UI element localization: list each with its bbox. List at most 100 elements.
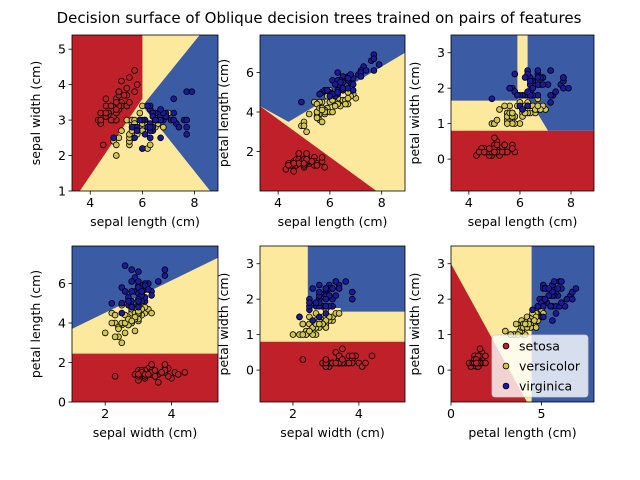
data-point-virginica [322, 302, 330, 310]
legend-label-virginica: virginica [519, 379, 572, 394]
data-point-virginica [138, 288, 146, 295]
data-point-setosa [508, 145, 516, 152]
data-point-setosa [476, 345, 484, 353]
data-point-setosa [97, 116, 104, 124]
data-point-setosa [148, 361, 155, 368]
data-point-virginica [315, 288, 323, 296]
data-point-versicolor [496, 106, 503, 113]
data-point-setosa [318, 154, 326, 161]
y-tick-label: 2 [246, 292, 254, 307]
decision-region-versicolor [517, 35, 523, 101]
data-point-virginica [148, 292, 155, 299]
data-point-virginica [568, 295, 576, 303]
data-point-versicolor [318, 118, 326, 126]
data-point-virginica [315, 281, 323, 289]
data-point-virginica [322, 285, 330, 292]
y-tick-label: 2 [246, 144, 254, 159]
subplot-3: 4 6 8 0 1 2 3 sepal length (cm) petal width (cm) [407, 34, 595, 229]
subplot-1: 4 6 8 1 2 3 4 5 sepal length (cm) sepal width (cm… [28, 34, 219, 229]
data-point-virginica [534, 67, 542, 74]
data-point-setosa [115, 88, 123, 95]
data-point-versicolor [331, 102, 339, 110]
data-point-virginica [161, 272, 169, 279]
data-point-versicolor [329, 108, 336, 116]
data-point-virginica [139, 145, 146, 152]
data-point-setosa [303, 150, 310, 157]
data-point-virginica [335, 285, 343, 292]
y-tick-label: 2 [58, 148, 66, 163]
data-point-virginica [560, 74, 567, 81]
data-point-setosa [158, 369, 165, 376]
data-point-setosa [368, 352, 376, 360]
data-point-virginica [349, 81, 357, 88]
data-point-versicolor [113, 141, 120, 149]
data-point-versicolor [101, 329, 109, 337]
data-point-virginica [375, 61, 383, 68]
data-point-versicolor [508, 109, 516, 117]
data-point-versicolor [534, 102, 542, 110]
y-tick-label: 1 [437, 116, 445, 131]
data-point-setosa [472, 359, 480, 367]
y-tick-label: 2 [58, 355, 66, 370]
data-point-virginica [136, 116, 144, 124]
x-axis-label: sepal length (cm) [90, 214, 200, 229]
data-point-virginica [558, 278, 565, 285]
data-point-setosa [174, 371, 182, 378]
data-point-virginica [322, 310, 330, 317]
data-point-setosa [480, 148, 488, 156]
decision-region-virginica [451, 35, 523, 101]
x-axis-label: sepal length (cm) [278, 214, 388, 229]
data-point-versicolor [335, 310, 343, 317]
data-point-setosa [155, 378, 162, 386]
data-point-virginica [552, 88, 559, 95]
data-point-versicolor [344, 94, 352, 102]
data-point-virginica [547, 99, 554, 106]
data-point-setosa [145, 371, 152, 378]
y-tick-label: 3 [246, 256, 254, 271]
data-point-virginica [539, 302, 547, 310]
data-point-virginica [128, 278, 136, 285]
data-point-virginica [141, 131, 149, 138]
data-point-setosa [107, 116, 115, 124]
y-tick-label: 2 [437, 292, 445, 307]
data-point-virginica [170, 116, 178, 124]
x-tick-label: 2 [101, 406, 109, 421]
x-axis-label: sepal length (cm) [468, 214, 578, 229]
data-point-setosa [290, 168, 298, 175]
data-point-versicolor [111, 333, 119, 341]
data-point-versicolor [313, 114, 321, 122]
data-point-virginica [524, 102, 531, 110]
data-point-virginica [152, 116, 159, 124]
data-point-virginica [309, 285, 317, 292]
legend-marker-setosa [502, 342, 510, 350]
data-point-virginica [144, 102, 151, 110]
data-point-setosa [491, 134, 498, 142]
x-axis-label: sepal width (cm) [93, 425, 197, 440]
data-point-setosa [345, 359, 353, 367]
x-axis-label: petal length (cm) [468, 425, 576, 440]
legend-label-versicolor: versicolor [519, 359, 581, 374]
data-point-virginica [135, 268, 142, 276]
y-tick-label: 4 [58, 77, 66, 92]
data-point-virginica [344, 75, 352, 82]
data-point-setosa [493, 141, 501, 149]
x-tick-label: 8 [191, 195, 199, 210]
data-point-setosa [118, 77, 125, 85]
y-tick-label: 0 [246, 363, 254, 378]
subplot-4: 2 4 0 2 4 6 sepal width (cm) petal length (cm) [28, 245, 219, 440]
x-tick-label: 4 [355, 406, 363, 421]
data-point-virginica [145, 286, 152, 293]
data-point-versicolor [532, 324, 540, 331]
subplot-2: 4 6 8 2 4 6 sepal length (cm) petal length (cm) [216, 34, 406, 229]
data-point-setosa [339, 356, 346, 363]
data-point-virginica [155, 278, 162, 285]
data-point-virginica [183, 116, 191, 124]
data-point-versicolor [503, 120, 511, 127]
data-point-virginica [370, 67, 378, 74]
data-point-versicolor [305, 110, 313, 118]
data-point-setosa [501, 141, 508, 149]
data-point-setosa [161, 361, 169, 368]
legend-marker-versicolor [502, 362, 510, 370]
y-tick-label: 1 [246, 327, 254, 342]
